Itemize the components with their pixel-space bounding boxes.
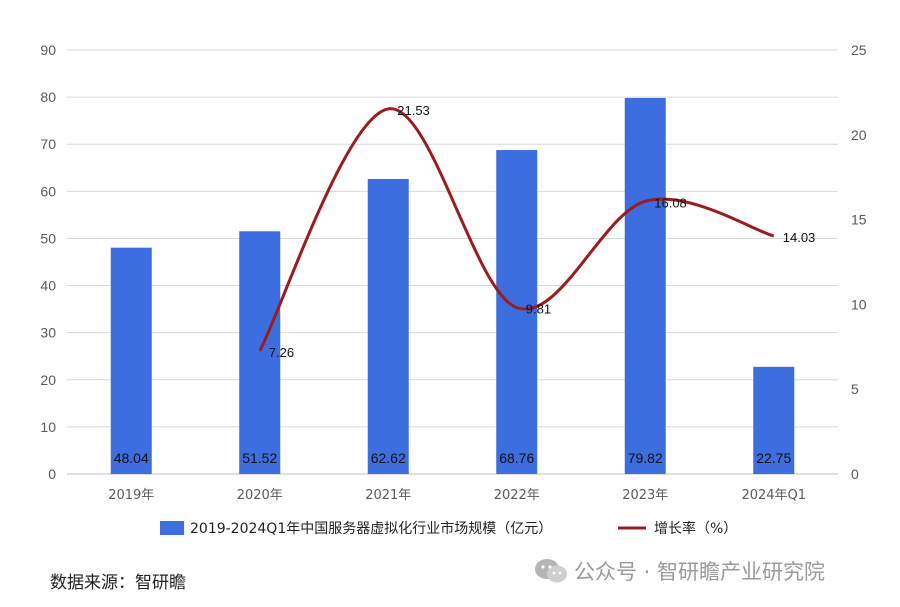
bar-value-label: 62.62 bbox=[371, 450, 406, 466]
right-tick-label: 10 bbox=[851, 296, 867, 312]
x-tick-label: 2019年 bbox=[108, 488, 154, 503]
legend-bar-label: 2019-2024Q1年中国服务器虚拟化行业市场规模（亿元） bbox=[190, 520, 552, 537]
bar-series: 48.04 51.52 62.62 68.76 79.82 22.75 bbox=[110, 97, 795, 475]
line-value-label: 16.08 bbox=[654, 195, 687, 210]
left-tick-label: 70 bbox=[40, 136, 56, 152]
bar bbox=[367, 178, 409, 474]
legend-bar-swatch bbox=[160, 521, 184, 535]
source-note: 数据来源：智研瞻 bbox=[50, 573, 186, 593]
growth-line bbox=[258, 107, 775, 352]
left-tick-label: 40 bbox=[40, 278, 56, 294]
bar-value-label: 48.04 bbox=[114, 450, 149, 466]
x-axis-ticks: 2019年 2020年 2021年 2022年 2023年 2024年Q1 bbox=[108, 488, 806, 503]
wechat-icon bbox=[535, 559, 567, 583]
line-value-label: 9.81 bbox=[526, 302, 551, 317]
right-axis-ticks: 0 5 10 15 20 25 bbox=[851, 42, 867, 482]
left-tick-label: 50 bbox=[40, 230, 56, 246]
legend: 2019-2024Q1年中国服务器虚拟化行业市场规模（亿元） 增长率（%） bbox=[160, 520, 737, 537]
x-tick-label: 2020年 bbox=[237, 488, 283, 503]
bar-value-label: 68.76 bbox=[499, 450, 534, 466]
left-tick-label: 20 bbox=[40, 372, 56, 388]
right-tick-label: 20 bbox=[851, 127, 867, 143]
x-tick-label: 2022年 bbox=[494, 488, 540, 503]
left-tick-label: 0 bbox=[48, 466, 56, 482]
right-tick-label: 25 bbox=[851, 42, 867, 58]
right-tick-label: 0 bbox=[851, 466, 859, 482]
watermark: 公众号 · 智研瞻产业研究院 bbox=[534, 556, 825, 586]
left-tick-label: 60 bbox=[40, 183, 56, 199]
line-series: 7.26 21.53 9.81 16.08 14.03 bbox=[258, 103, 816, 360]
left-tick-label: 90 bbox=[40, 42, 56, 58]
left-axis-ticks: 0 10 20 30 40 50 60 70 80 90 bbox=[40, 42, 56, 482]
watermark-text: 公众号 · 智研瞻产业研究院 bbox=[574, 560, 826, 584]
x-tick-label: 2024年Q1 bbox=[741, 488, 806, 503]
grid-lines bbox=[67, 49, 838, 475]
left-tick-label: 80 bbox=[40, 89, 56, 105]
bar bbox=[624, 97, 666, 475]
bar-value-label: 22.75 bbox=[756, 450, 791, 466]
chart: 0 10 20 30 40 50 60 70 80 90 0 5 10 15 20 25 48.04 51.5… bbox=[40, 42, 867, 537]
bar bbox=[496, 150, 538, 474]
bar bbox=[753, 366, 795, 474]
right-tick-label: 15 bbox=[851, 212, 867, 228]
left-tick-label: 10 bbox=[40, 419, 56, 435]
right-tick-label: 5 bbox=[851, 381, 859, 397]
x-tick-label: 2023年 bbox=[622, 488, 668, 503]
bar-value-label: 51.52 bbox=[242, 450, 277, 466]
left-tick-label: 30 bbox=[40, 325, 56, 341]
line-value-label: 21.53 bbox=[397, 103, 430, 118]
bar bbox=[239, 231, 281, 474]
line-value-label: 14.03 bbox=[783, 230, 816, 245]
legend-line-label: 增长率（%） bbox=[654, 520, 737, 537]
x-tick-label: 2021年 bbox=[365, 488, 411, 503]
bar-value-label: 79.82 bbox=[628, 450, 663, 466]
bar bbox=[110, 247, 152, 474]
line-value-label: 7.26 bbox=[269, 345, 294, 360]
